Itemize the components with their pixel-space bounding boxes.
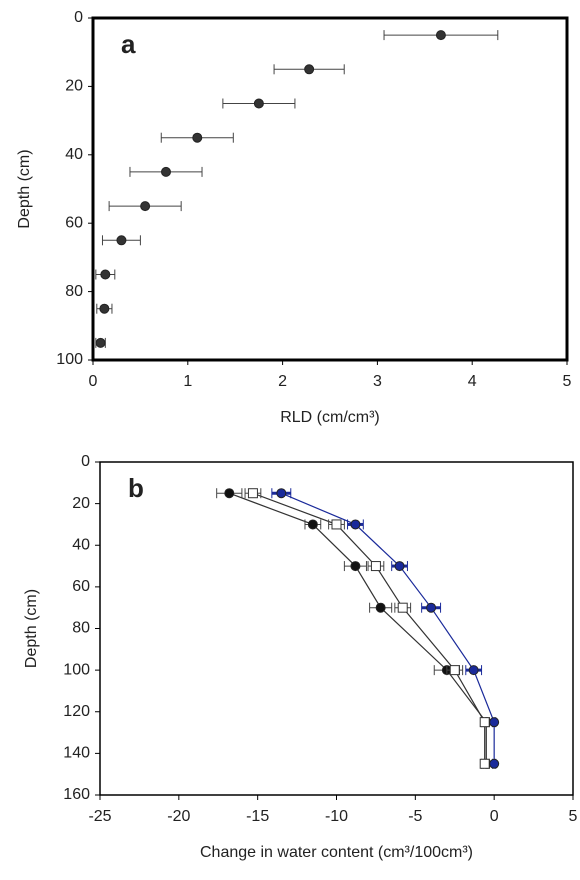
y-tick-label: 60 bbox=[65, 214, 83, 231]
point bbox=[350, 519, 361, 530]
x-tick-label: 5 bbox=[569, 808, 578, 825]
y-tick-label: 40 bbox=[65, 146, 83, 163]
point bbox=[426, 602, 437, 613]
point bbox=[489, 758, 500, 769]
y-tick-label: 0 bbox=[81, 453, 90, 470]
y-axis-label: Depth (cm) bbox=[16, 149, 33, 228]
plot-frame bbox=[91, 16, 569, 362]
y-tick-label: 160 bbox=[63, 786, 90, 803]
point bbox=[397, 602, 408, 613]
point bbox=[247, 488, 258, 499]
point bbox=[304, 64, 315, 75]
point bbox=[449, 665, 460, 676]
series-line bbox=[229, 492, 487, 764]
x-tick-label: 4 bbox=[468, 373, 477, 390]
point bbox=[350, 561, 361, 572]
y-tick-label: 20 bbox=[65, 78, 83, 95]
point bbox=[307, 519, 318, 530]
x-tick-label: 2 bbox=[278, 373, 287, 390]
x-tick-label: 3 bbox=[373, 373, 382, 390]
point bbox=[435, 30, 446, 41]
x-tick-label: -5 bbox=[408, 808, 422, 825]
x-axis-label: Change in water content (cm³/100cm³) bbox=[200, 844, 473, 861]
panel-label: b bbox=[128, 473, 144, 503]
point bbox=[375, 602, 386, 613]
y-tick-label: 80 bbox=[72, 620, 90, 637]
point bbox=[140, 201, 151, 212]
point bbox=[479, 758, 490, 769]
x-tick-label: -25 bbox=[88, 808, 111, 825]
x-tick-label: 0 bbox=[490, 808, 499, 825]
y-tick-label: 60 bbox=[72, 578, 90, 595]
x-tick-label: -15 bbox=[246, 808, 269, 825]
series-line bbox=[281, 492, 495, 764]
point bbox=[116, 235, 127, 246]
point bbox=[100, 269, 111, 280]
series-line bbox=[252, 492, 486, 764]
x-tick-label: 0 bbox=[89, 373, 98, 390]
point bbox=[370, 561, 381, 572]
point bbox=[253, 98, 264, 109]
y-axis-label: Depth (cm) bbox=[23, 589, 40, 668]
point bbox=[479, 717, 490, 728]
y-tick-label: 80 bbox=[65, 283, 83, 300]
y-tick-label: 20 bbox=[72, 495, 90, 512]
point bbox=[276, 488, 287, 499]
x-tick-label: 1 bbox=[183, 373, 192, 390]
x-tick-label: 5 bbox=[563, 373, 572, 390]
panel-label: a bbox=[121, 29, 136, 59]
x-tick-label: -10 bbox=[325, 808, 348, 825]
point bbox=[95, 337, 106, 348]
y-tick-label: 40 bbox=[72, 536, 90, 553]
y-tick-label: 100 bbox=[63, 661, 90, 678]
x-axis-label: RLD (cm/cm³) bbox=[280, 409, 380, 426]
y-tick-label: 0 bbox=[74, 9, 83, 26]
x-tick-label: -20 bbox=[167, 808, 190, 825]
point bbox=[394, 561, 405, 572]
point bbox=[192, 132, 203, 143]
point bbox=[489, 717, 500, 728]
y-tick-label: 100 bbox=[56, 351, 83, 368]
point bbox=[224, 488, 235, 499]
point bbox=[468, 665, 479, 676]
point bbox=[160, 166, 171, 177]
y-tick-label: 140 bbox=[63, 745, 90, 762]
point bbox=[331, 519, 342, 530]
plot-frame bbox=[99, 461, 574, 796]
y-tick-label: 120 bbox=[63, 703, 90, 720]
point bbox=[99, 303, 110, 314]
